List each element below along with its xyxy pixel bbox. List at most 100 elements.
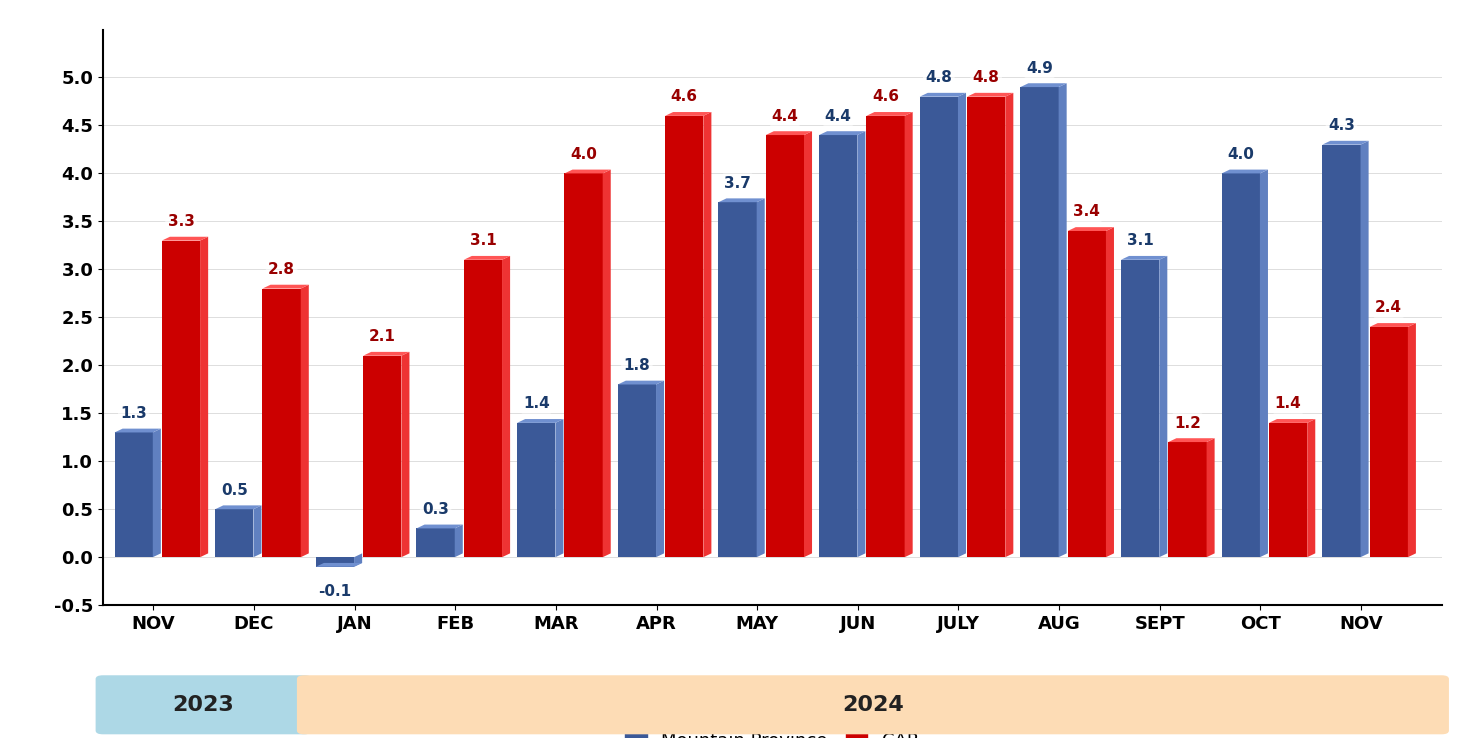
Polygon shape	[665, 112, 712, 116]
Polygon shape	[718, 199, 765, 202]
Bar	[115, 432, 153, 557]
Polygon shape	[162, 237, 209, 241]
Text: 1.4: 1.4	[1275, 396, 1302, 411]
Polygon shape	[603, 170, 610, 557]
Polygon shape	[905, 112, 912, 557]
Bar	[1322, 145, 1361, 557]
Polygon shape	[866, 112, 912, 116]
Bar	[1068, 231, 1106, 557]
Polygon shape	[858, 131, 865, 557]
Polygon shape	[1059, 83, 1066, 557]
Text: 3.1: 3.1	[469, 233, 496, 248]
Polygon shape	[656, 381, 663, 557]
Bar	[819, 135, 858, 557]
Bar	[262, 289, 300, 557]
Bar	[1168, 442, 1206, 557]
Polygon shape	[1308, 419, 1315, 557]
Bar	[766, 135, 805, 557]
Text: 0.3: 0.3	[422, 502, 449, 517]
Text: 4.8: 4.8	[925, 70, 952, 85]
Polygon shape	[253, 506, 262, 557]
Bar	[866, 116, 905, 557]
Text: 1.3: 1.3	[121, 406, 147, 421]
Polygon shape	[1159, 256, 1168, 557]
Polygon shape	[262, 285, 309, 289]
Text: 2.8: 2.8	[268, 262, 296, 277]
Bar	[363, 356, 402, 557]
Text: 0.5: 0.5	[221, 483, 247, 497]
Polygon shape	[115, 429, 160, 432]
Polygon shape	[766, 131, 812, 135]
Polygon shape	[1408, 323, 1417, 557]
Polygon shape	[958, 93, 966, 557]
Polygon shape	[1322, 141, 1368, 145]
Text: 4.3: 4.3	[1328, 118, 1355, 133]
Polygon shape	[703, 112, 712, 557]
Polygon shape	[1106, 227, 1114, 557]
Bar	[1121, 260, 1159, 557]
Legend: Mountain Province, CAR: Mountain Province, CAR	[618, 723, 927, 738]
Polygon shape	[1206, 438, 1215, 557]
Polygon shape	[316, 563, 362, 567]
Text: 3.4: 3.4	[1074, 204, 1100, 219]
Bar	[718, 202, 756, 557]
Text: 3.1: 3.1	[1127, 233, 1153, 248]
Bar	[518, 423, 556, 557]
Polygon shape	[1221, 170, 1268, 173]
Polygon shape	[1259, 170, 1268, 557]
Text: 1.4: 1.4	[522, 396, 550, 411]
Text: 4.0: 4.0	[571, 147, 597, 162]
Polygon shape	[1361, 141, 1368, 557]
Polygon shape	[1068, 227, 1114, 231]
Bar	[316, 557, 355, 567]
Polygon shape	[819, 131, 865, 135]
Polygon shape	[618, 381, 663, 384]
Bar	[463, 260, 502, 557]
Polygon shape	[556, 419, 563, 557]
Polygon shape	[355, 554, 362, 567]
Text: 2023: 2023	[172, 694, 234, 715]
Polygon shape	[919, 93, 966, 97]
Text: 3.7: 3.7	[724, 176, 752, 190]
Bar	[416, 528, 455, 557]
Bar	[1221, 173, 1259, 557]
Text: 4.4: 4.4	[771, 108, 799, 123]
Bar	[919, 97, 958, 557]
Text: 1.8: 1.8	[624, 358, 650, 373]
Polygon shape	[1370, 323, 1417, 327]
Polygon shape	[502, 256, 510, 557]
Polygon shape	[463, 256, 510, 260]
Bar	[1370, 327, 1408, 557]
Text: -0.1: -0.1	[318, 584, 352, 599]
Polygon shape	[200, 237, 209, 557]
Bar	[966, 97, 1005, 557]
Polygon shape	[363, 352, 409, 356]
Polygon shape	[300, 285, 309, 557]
Text: 4.6: 4.6	[671, 89, 697, 104]
Text: 1.2: 1.2	[1174, 415, 1200, 430]
Bar	[162, 241, 200, 557]
Bar	[665, 116, 703, 557]
Polygon shape	[1269, 419, 1315, 423]
Polygon shape	[153, 429, 160, 557]
Text: 4.0: 4.0	[1227, 147, 1255, 162]
Text: 4.9: 4.9	[1027, 61, 1053, 75]
Polygon shape	[1168, 438, 1215, 442]
Polygon shape	[805, 131, 812, 557]
Bar	[618, 384, 656, 557]
Bar	[1021, 87, 1059, 557]
Text: 3.3: 3.3	[168, 214, 194, 229]
Polygon shape	[455, 525, 463, 557]
Text: 2.1: 2.1	[369, 329, 396, 344]
Text: 4.4: 4.4	[825, 108, 852, 123]
Polygon shape	[966, 93, 1014, 97]
Text: 4.8: 4.8	[972, 70, 1000, 85]
Bar	[215, 509, 253, 557]
Polygon shape	[1121, 256, 1168, 260]
Polygon shape	[756, 199, 765, 557]
Polygon shape	[215, 506, 262, 509]
Text: 4.6: 4.6	[872, 89, 899, 104]
Bar	[565, 173, 603, 557]
Bar	[1269, 423, 1308, 557]
Polygon shape	[518, 419, 563, 423]
